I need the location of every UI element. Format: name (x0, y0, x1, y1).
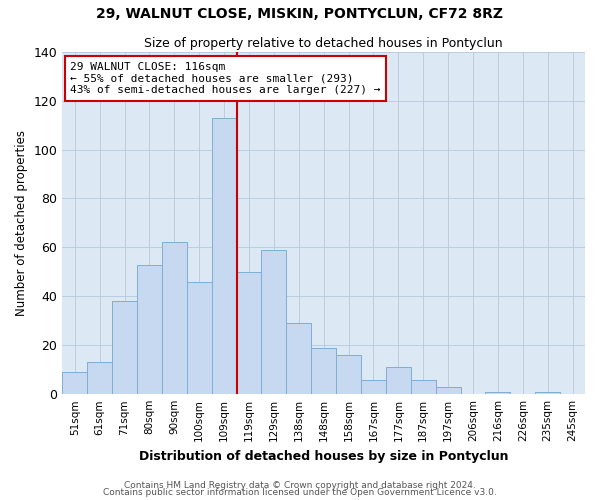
Bar (62, 372, 87, 394)
Bar (187, 282, 212, 394)
Text: Contains HM Land Registry data © Crown copyright and database right 2024.: Contains HM Land Registry data © Crown c… (124, 480, 476, 490)
Bar (262, 250, 286, 394)
Text: 29, WALNUT CLOSE, MISKIN, PONTYCLUN, CF72 8RZ: 29, WALNUT CLOSE, MISKIN, PONTYCLUN, CF7… (97, 6, 503, 20)
Bar (485, 392, 511, 394)
Bar (411, 380, 436, 394)
Bar (236, 272, 262, 394)
Bar (535, 392, 560, 394)
Bar (212, 118, 236, 394)
Bar (87, 362, 112, 394)
Bar (162, 242, 187, 394)
Title: Size of property relative to detached houses in Pontyclun: Size of property relative to detached ho… (145, 38, 503, 51)
Bar (386, 368, 411, 394)
Bar (286, 323, 311, 394)
Bar (311, 348, 336, 394)
Text: 29 WALNUT CLOSE: 116sqm
← 55% of detached houses are smaller (293)
43% of semi-d: 29 WALNUT CLOSE: 116sqm ← 55% of detache… (70, 62, 380, 95)
Bar (112, 301, 137, 394)
Text: Contains public sector information licensed under the Open Government Licence v3: Contains public sector information licen… (103, 488, 497, 497)
X-axis label: Distribution of detached houses by size in Pontyclun: Distribution of detached houses by size … (139, 450, 508, 462)
Y-axis label: Number of detached properties: Number of detached properties (15, 130, 28, 316)
Bar (137, 264, 162, 394)
Bar (361, 380, 386, 394)
Bar (436, 387, 461, 394)
Bar (336, 355, 361, 394)
